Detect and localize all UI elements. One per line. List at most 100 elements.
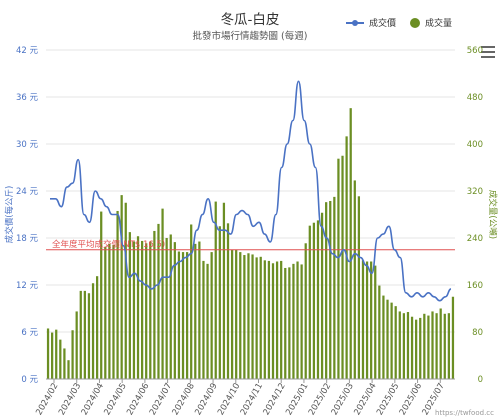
- volume-bar: [46, 328, 50, 379]
- legend-line-icon: [345, 19, 364, 26]
- y-right-tick-label: 240: [467, 234, 483, 244]
- volume-bar: [251, 254, 254, 379]
- chart-title: 冬瓜-白皮: [220, 12, 280, 28]
- volume-bar: [308, 225, 311, 379]
- volume-bar: [235, 249, 238, 379]
- volume-bar: [75, 311, 78, 379]
- volume-bar: [173, 242, 176, 379]
- volume-bar: [100, 211, 103, 379]
- average-reference-label: 全年度平均成交價(NT$ 16.5): [52, 239, 165, 250]
- volume-bar: [181, 252, 185, 379]
- volume-bar: [55, 329, 58, 379]
- volume-bar: [394, 306, 397, 379]
- volume-bar: [312, 222, 316, 379]
- volume-bar: [226, 223, 230, 379]
- volume-bar: [415, 319, 418, 379]
- volume-bar: [431, 311, 434, 379]
- volume-bar: [353, 180, 356, 379]
- volume-bar: [259, 256, 262, 379]
- volume-bar: [91, 283, 95, 379]
- volume-bar: [271, 263, 275, 379]
- volume-bar: [149, 241, 152, 379]
- volume-bar: [71, 330, 74, 379]
- volume-bar: [382, 295, 385, 379]
- volume-bar: [83, 290, 86, 379]
- y-right-tick-label: 320: [467, 187, 483, 197]
- volume-bar: [275, 261, 279, 379]
- y-left-tick-label: 30 元: [16, 140, 39, 150]
- volume-bar: [447, 313, 450, 379]
- volume-bar: [284, 267, 287, 379]
- volume-bar: [124, 202, 127, 379]
- price-line: [49, 80, 452, 302]
- y-left-tick-label: 0 元: [21, 375, 38, 385]
- volume-bar: [116, 210, 119, 379]
- y-left-axis-title: 成交價(每公斤): [4, 186, 15, 244]
- y-right-tick-label: 160: [467, 281, 483, 291]
- volume-bar: [329, 200, 332, 379]
- volume-bar: [140, 240, 144, 379]
- volume-bar: [361, 260, 365, 379]
- volume-bar: [427, 315, 430, 379]
- volume-bar: [398, 311, 401, 379]
- volume-bar: [87, 293, 91, 379]
- y-right-tick-label: 0: [478, 375, 483, 385]
- y-right-tick-label: 80: [472, 328, 483, 338]
- volume-bar: [370, 261, 373, 379]
- volume-bar: [165, 238, 168, 379]
- volume-bar: [222, 202, 226, 379]
- volume-bar: [104, 246, 107, 379]
- volume-bar: [206, 263, 209, 379]
- volume-bar: [357, 196, 361, 379]
- legend-item-price[interactable]: 成交價: [345, 16, 396, 29]
- volume-bar: [96, 276, 99, 379]
- volume-bar: [202, 260, 205, 379]
- volume-bar: [218, 226, 221, 379]
- y-right-tick-label: 400: [467, 140, 483, 150]
- volume-bar: [132, 241, 136, 379]
- volume-bar: [112, 245, 115, 379]
- volume-bar: [439, 308, 442, 379]
- volume-bar: [63, 348, 66, 379]
- volume-bar: [406, 312, 410, 379]
- volume-bar: [255, 257, 258, 379]
- volume-bar: [374, 265, 377, 379]
- volume-bar: [59, 339, 62, 379]
- legend-bar-icon: [409, 17, 420, 28]
- credit-link[interactable]: https://twfood.cc: [435, 409, 494, 417]
- volume-bar: [194, 243, 197, 379]
- volume-bar: [419, 317, 422, 379]
- volume-bar: [79, 290, 82, 379]
- volume-bar: [410, 316, 414, 379]
- hamburger-menu-icon[interactable]: [481, 46, 495, 58]
- volume-bar: [349, 108, 352, 379]
- volume-bar: [185, 252, 189, 379]
- legend-item-volume[interactable]: 成交量: [409, 16, 452, 29]
- volume-bar: [386, 299, 389, 379]
- volume-bar: [136, 236, 140, 379]
- volume-bar: [108, 243, 111, 379]
- y-left-tick-label: 18 元: [16, 234, 39, 244]
- y-left-tick-label: 12 元: [16, 281, 39, 291]
- volume-bar: [67, 360, 70, 379]
- volume-bar: [177, 251, 181, 379]
- volume-bar: [443, 313, 446, 379]
- volume-bar: [325, 202, 328, 379]
- volume-bar: [198, 241, 201, 379]
- volume-bar: [169, 234, 172, 379]
- volume-bar: [157, 223, 160, 379]
- volume-bar: [390, 302, 393, 379]
- volume-bar: [120, 195, 123, 379]
- volume-bar: [267, 260, 271, 379]
- y-left-tick-label: 42 元: [16, 46, 39, 56]
- legend: 成交價 成交量: [345, 16, 452, 29]
- volume-bar: [161, 208, 164, 379]
- y-left-tick-label: 24 元: [16, 187, 39, 197]
- volume-bar: [243, 255, 246, 379]
- volume-bar: [230, 249, 234, 379]
- volume-bar: [300, 264, 303, 379]
- volume-bar: [153, 230, 156, 379]
- volume-bar: [190, 224, 193, 379]
- volume-bar: [378, 285, 381, 379]
- volume-bar: [435, 313, 438, 379]
